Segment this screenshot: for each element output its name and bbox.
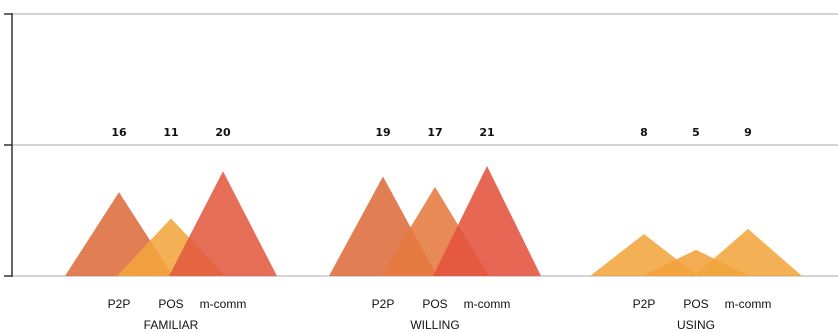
category-label: m-comm	[200, 297, 247, 311]
category-labels: P2P POS m-comm P2P POS m-comm P2P POS m-comm	[108, 297, 772, 311]
value-label: 17	[427, 126, 442, 139]
triangle-using-m-comm	[694, 228, 802, 276]
value-label: 21	[479, 126, 494, 139]
value-label: 11	[163, 126, 178, 139]
category-label: POS	[158, 297, 183, 311]
triangle-familiar-m-comm	[169, 171, 277, 276]
group-label: FAMILIAR	[144, 318, 199, 332]
group-label: WILLING	[410, 318, 459, 332]
category-label: P2P	[108, 297, 131, 311]
value-labels: 16 11 20 19 17 21 8 5 9	[111, 126, 751, 139]
category-label: P2P	[372, 297, 395, 311]
category-label: P2P	[633, 297, 656, 311]
value-label: 19	[375, 126, 390, 139]
value-label: 9	[744, 126, 752, 139]
group-using	[590, 228, 802, 276]
category-label: POS	[683, 297, 708, 311]
category-label: POS	[422, 297, 447, 311]
triangle-willing-m-comm	[433, 165, 541, 276]
triangles	[65, 165, 802, 276]
group-willing	[329, 165, 541, 276]
value-label: 20	[215, 126, 231, 139]
value-label: 8	[640, 126, 648, 139]
category-label: m-comm	[725, 297, 772, 311]
value-label: 5	[692, 126, 700, 139]
group-labels: FAMILIAR WILLING USING	[144, 318, 715, 332]
y-axis	[4, 13, 13, 277]
group-familiar	[65, 171, 277, 276]
category-label: m-comm	[464, 297, 511, 311]
group-label: USING	[677, 318, 715, 332]
value-label: 16	[111, 126, 127, 139]
